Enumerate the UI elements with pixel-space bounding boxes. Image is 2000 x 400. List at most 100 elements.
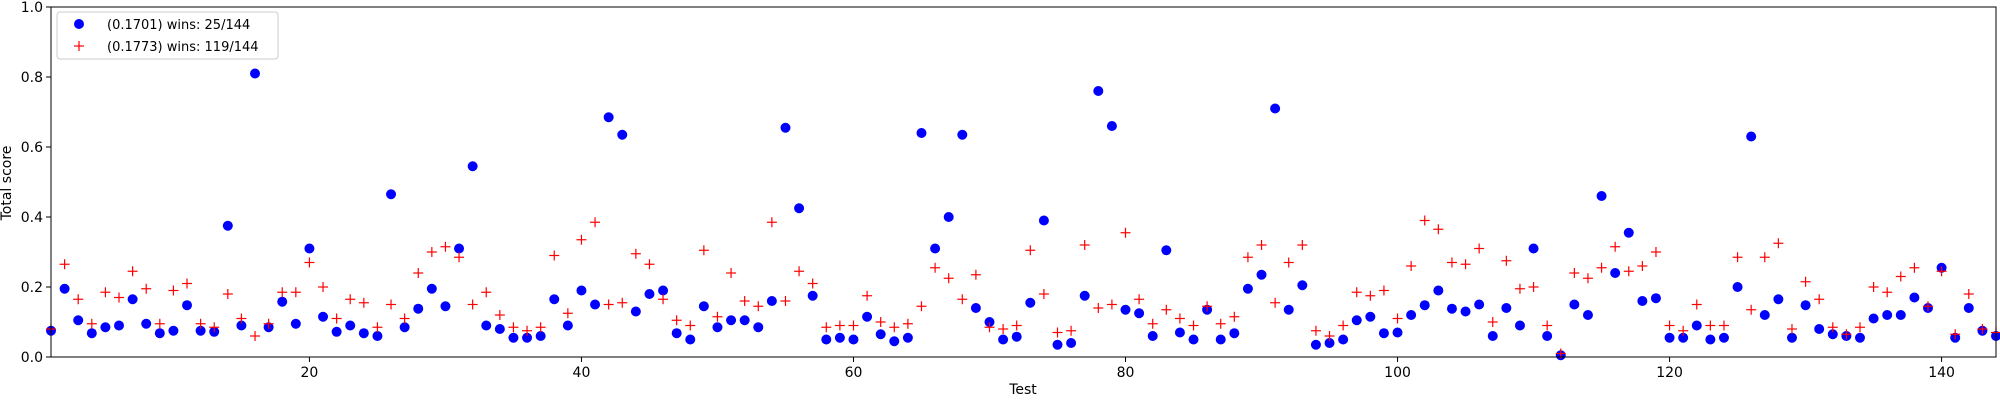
series-1-point bbox=[603, 112, 614, 123]
series-1-point bbox=[59, 283, 70, 294]
series-1-point bbox=[1338, 334, 1349, 345]
series-2-point bbox=[386, 299, 397, 310]
series-2-point bbox=[1746, 304, 1757, 315]
series-2-point bbox=[1487, 317, 1498, 327]
series-1-point bbox=[780, 122, 791, 133]
series-2-point bbox=[1895, 271, 1906, 282]
series-1-point bbox=[114, 320, 125, 331]
series-1-point bbox=[1106, 121, 1117, 131]
series-2 bbox=[46, 215, 2000, 359]
series-2-point bbox=[671, 315, 682, 326]
series-1-point bbox=[508, 332, 519, 343]
series-2-point bbox=[1392, 313, 1403, 324]
series-2-point bbox=[1038, 289, 1049, 299]
series-1-point bbox=[739, 315, 750, 326]
series-1-point bbox=[1283, 304, 1294, 315]
series-1-point bbox=[753, 322, 764, 333]
series-2-point bbox=[358, 297, 369, 308]
series-1-point bbox=[576, 285, 587, 296]
series-2-point bbox=[1501, 255, 1512, 266]
series-2-point bbox=[1147, 318, 1158, 329]
series-1-point bbox=[712, 322, 723, 333]
legend: (0.1701) wins: 25/144 (0.1773) wins: 119… bbox=[56, 11, 279, 60]
series-1-point bbox=[617, 129, 628, 140]
series-2-point bbox=[59, 259, 70, 270]
series-2-point bbox=[1079, 240, 1090, 250]
series-1-point bbox=[970, 303, 981, 313]
series-1-point bbox=[1868, 313, 1879, 324]
plot-area bbox=[46, 68, 2000, 361]
series-2-point bbox=[1433, 224, 1444, 235]
series-1-point bbox=[902, 332, 913, 343]
series-2-point bbox=[726, 268, 737, 278]
series-1-point bbox=[1528, 243, 1539, 254]
series-2-point bbox=[141, 283, 152, 294]
series-1-point bbox=[1134, 308, 1145, 319]
series-1-point bbox=[1365, 311, 1376, 322]
series-1-point bbox=[562, 320, 573, 331]
series-1-point bbox=[141, 318, 152, 329]
series-1-point bbox=[535, 331, 546, 341]
series-2-point bbox=[481, 287, 492, 298]
series-2-point bbox=[630, 248, 641, 259]
series-1-point bbox=[1664, 332, 1675, 343]
series-1-point bbox=[494, 324, 505, 334]
series-1-point bbox=[372, 331, 383, 341]
series-2-point bbox=[1868, 282, 1879, 292]
series-2-point bbox=[821, 322, 832, 333]
series-1-point bbox=[930, 243, 941, 254]
series-2-point bbox=[236, 313, 247, 324]
legend-marker-series-2 bbox=[74, 41, 84, 51]
series-1-point bbox=[1256, 269, 1267, 280]
series-2-point bbox=[1882, 287, 1893, 298]
series-1-point bbox=[1691, 320, 1702, 331]
series-2-point bbox=[1705, 320, 1716, 331]
series-1-point bbox=[1188, 334, 1199, 345]
series-2-point bbox=[1909, 262, 1920, 273]
series-1-point bbox=[168, 325, 179, 336]
y-tick-label: 0.2 bbox=[21, 280, 43, 296]
series-1-point bbox=[304, 243, 315, 254]
series-1-point bbox=[644, 289, 655, 299]
series-2-point bbox=[562, 308, 573, 319]
series-2-point bbox=[998, 324, 1009, 334]
series-1-point bbox=[1174, 327, 1185, 338]
x-tick-label: 140 bbox=[1928, 365, 1955, 381]
series-1-point bbox=[862, 311, 873, 322]
series-2-point bbox=[345, 294, 356, 305]
series-2-point bbox=[195, 318, 206, 329]
series-1-point bbox=[1324, 338, 1335, 348]
series-2-point bbox=[1215, 318, 1226, 329]
series-2-point bbox=[1977, 324, 1988, 334]
series-2-point bbox=[834, 320, 845, 331]
series-2-point bbox=[1922, 301, 1933, 312]
series-2-point bbox=[1378, 285, 1389, 296]
y-tick-label: 0.4 bbox=[21, 210, 43, 226]
series-1-point bbox=[698, 301, 709, 312]
series-2-point bbox=[984, 322, 995, 333]
series-2-point bbox=[576, 234, 587, 245]
series-2-point bbox=[698, 245, 709, 256]
series-1-point bbox=[1746, 131, 1757, 142]
series-2-point bbox=[603, 299, 614, 310]
series-1-point bbox=[358, 328, 369, 339]
series-1-point bbox=[1759, 310, 1770, 320]
series-1-point bbox=[685, 334, 696, 345]
series-1-point bbox=[1732, 282, 1743, 292]
series-2-point bbox=[617, 297, 628, 308]
series-2-point bbox=[127, 266, 138, 277]
series-1-point bbox=[848, 334, 859, 345]
series-1-point bbox=[318, 311, 329, 322]
series-1-point bbox=[998, 334, 1009, 345]
series-1-point bbox=[1120, 304, 1131, 315]
series-1-point bbox=[834, 332, 845, 343]
series-2-point bbox=[1528, 282, 1539, 292]
series-2-point bbox=[1514, 283, 1525, 294]
series-2-point bbox=[862, 290, 873, 301]
series-1-point bbox=[1161, 245, 1172, 256]
x-tick-label: 20 bbox=[301, 365, 319, 381]
series-2-point bbox=[902, 318, 913, 329]
series-1-point bbox=[590, 299, 601, 310]
series-2-point bbox=[467, 299, 478, 310]
series-2-point bbox=[1161, 304, 1172, 315]
